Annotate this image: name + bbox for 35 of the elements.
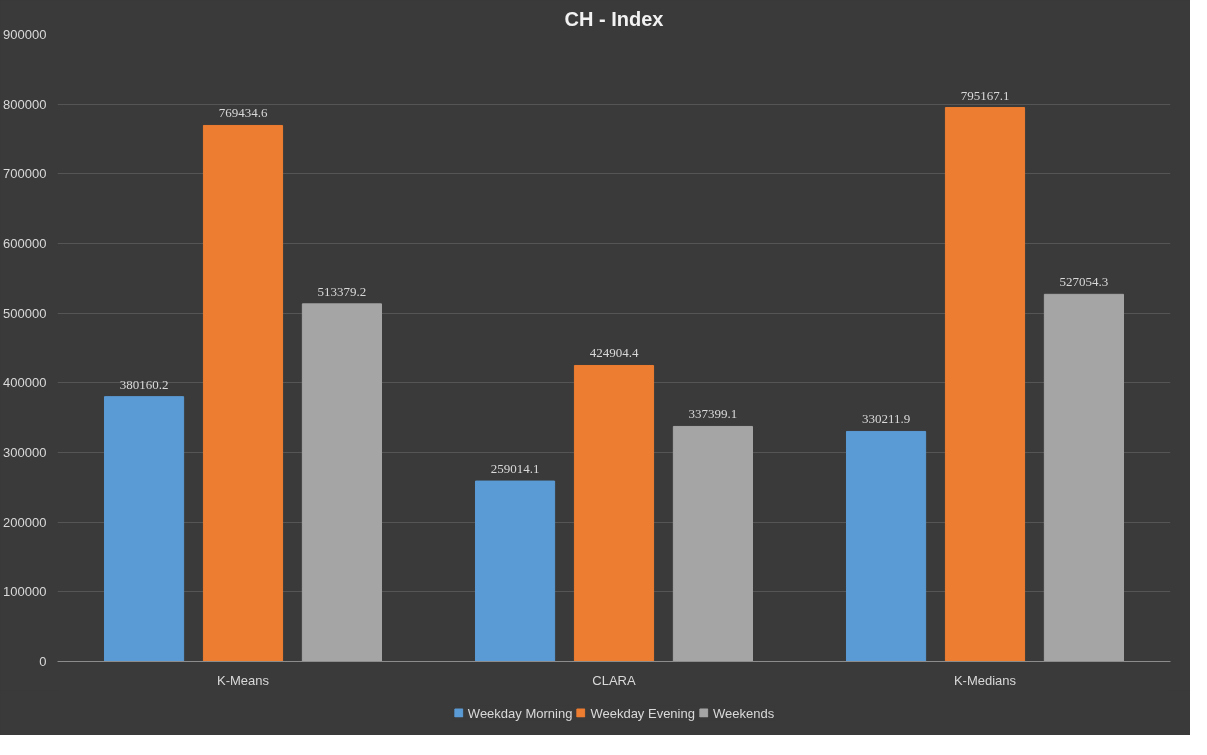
y-tick-label: 100000 (3, 584, 47, 600)
y-tick-label: 400000 (3, 375, 47, 391)
y-tick-label: 200000 (3, 514, 47, 530)
data-label: 513379.2 (317, 283, 367, 299)
data-label: 527054.3 (1059, 274, 1109, 290)
data-label: 424904.4 (589, 345, 639, 361)
bar (202, 124, 284, 662)
bar (845, 430, 927, 662)
bar (573, 364, 655, 662)
y-tick-label: 800000 (3, 96, 47, 112)
chart-title: CH - Index (564, 7, 664, 30)
y-tick-label: 300000 (3, 445, 47, 460)
x-tick-label: K-Means (216, 672, 270, 688)
data-label: 795167.1 (960, 87, 1010, 103)
bar (103, 396, 185, 662)
bar (1043, 293, 1125, 662)
data-label: 769434.6 (218, 105, 268, 121)
data-label: 259014.1 (490, 461, 540, 477)
data-label: 380160.2 (119, 376, 169, 392)
bar (672, 425, 754, 662)
y-tick-label: 700000 (3, 166, 47, 182)
data-label: 337399.1 (688, 406, 738, 422)
y-tick-label: 600000 (3, 236, 47, 251)
bar (474, 480, 556, 662)
legend-label: Weekday Evening (590, 705, 695, 720)
y-tick-label: 0 (39, 654, 47, 669)
bar (944, 107, 1026, 662)
data-label: 330211.9 (861, 411, 911, 427)
legend-label: Weekday Morning (467, 705, 573, 720)
y-tick-label: 900000 (3, 27, 47, 42)
legend-label: Weekends (712, 705, 775, 720)
x-tick-label: K-Medians (953, 672, 1017, 688)
y-tick-label: 500000 (3, 305, 47, 321)
bar (301, 303, 383, 662)
x-tick-label: CLARA (592, 672, 636, 688)
